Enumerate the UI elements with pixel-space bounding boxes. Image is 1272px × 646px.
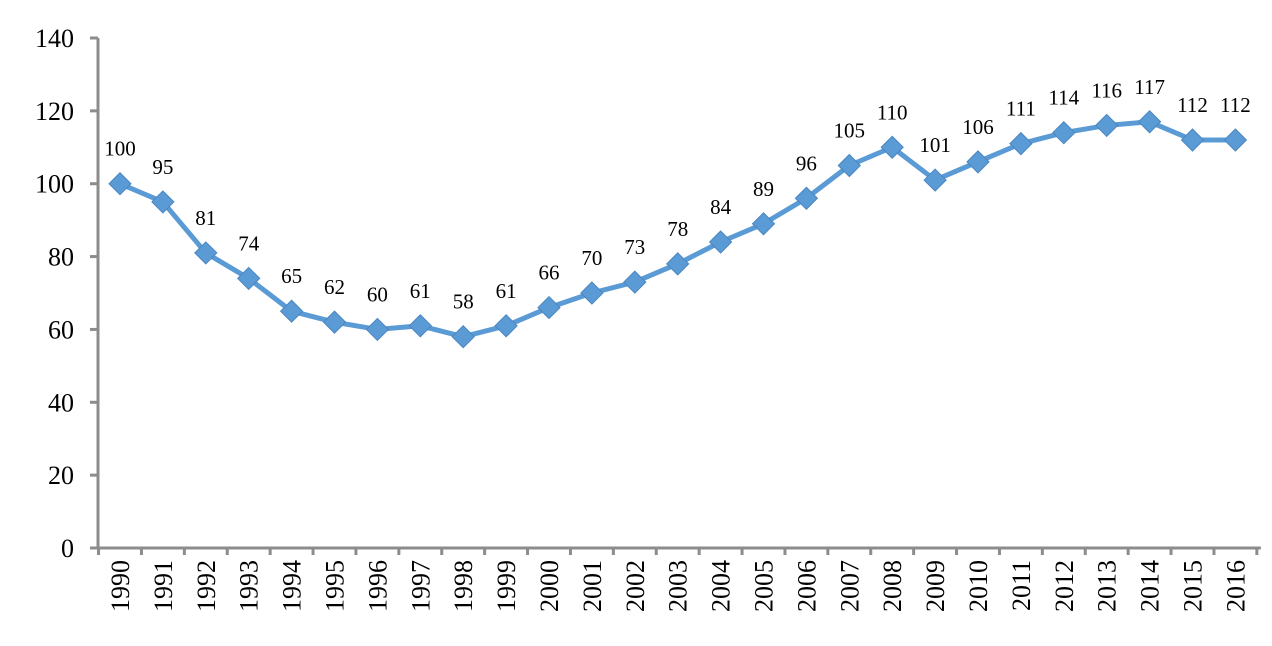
- data-label: 81: [195, 206, 216, 230]
- data-label: 101: [919, 133, 951, 157]
- data-label: 95: [152, 155, 173, 179]
- data-label: 89: [753, 177, 774, 201]
- x-tick-label: 1991: [149, 560, 178, 612]
- y-tick-label: 60: [48, 315, 74, 344]
- x-tick-label: 1992: [192, 560, 221, 612]
- x-tick-label: 2006: [792, 560, 821, 612]
- x-tick-label: 1994: [278, 560, 307, 612]
- x-tick-label: 1999: [492, 560, 521, 612]
- data-point-marker: [966, 150, 990, 174]
- data-label: 62: [324, 275, 345, 299]
- data-point-marker: [1180, 128, 1205, 152]
- data-point-marker: [108, 172, 132, 196]
- x-tick-label: 2010: [964, 560, 993, 612]
- data-label: 112: [1220, 93, 1251, 117]
- y-tick-label: 20: [48, 461, 74, 490]
- x-tick-label: 2009: [921, 560, 950, 612]
- x-tick-label: 2000: [535, 560, 564, 612]
- x-axis-ticks: 1990 1991 1992 1993 1994 1995 1996 1997 1998 1999…: [97, 548, 1259, 612]
- data-point-marker: [794, 186, 819, 210]
- data-point-marker: [451, 325, 475, 349]
- x-tick-label: 1996: [363, 560, 392, 612]
- x-tick-label: 1998: [449, 560, 478, 612]
- y-tick-label: 40: [48, 388, 74, 417]
- data-label: 112: [1177, 93, 1208, 117]
- data-label: 114: [1048, 86, 1079, 110]
- data-point-marker: [1009, 131, 1033, 156]
- x-tick-label: 1993: [235, 560, 264, 612]
- data-point-marker: [751, 212, 776, 236]
- data-point-marker: [408, 314, 433, 338]
- data-point-marker: [151, 190, 175, 214]
- data-point-marker: [623, 270, 647, 294]
- x-tick-label: 2001: [578, 560, 607, 612]
- data-label: 65: [281, 264, 302, 288]
- y-tick-label: 120: [35, 97, 74, 126]
- x-tick-label: 1997: [406, 560, 435, 612]
- data-point-marker: [880, 135, 904, 159]
- x-tick-label: 2015: [1179, 560, 1208, 612]
- x-tick-label: 2013: [1093, 560, 1122, 612]
- data-label: 106: [962, 115, 994, 139]
- x-tick-label: 2016: [1221, 560, 1250, 612]
- data-label: 116: [1091, 78, 1122, 102]
- x-tick-label: 1995: [321, 560, 350, 612]
- x-tick-label: 2005: [750, 560, 779, 612]
- data-label: 100: [104, 137, 136, 161]
- data-point-marker: [580, 281, 604, 305]
- x-tick-label: 2004: [707, 560, 736, 612]
- x-tick-label: 2008: [878, 560, 907, 612]
- data-point-marker: [494, 314, 518, 338]
- x-tick-label: 2011: [1007, 560, 1036, 611]
- data-point-marker: [1137, 110, 1162, 134]
- data-point-marker: [322, 310, 347, 334]
- x-tick-label: 2007: [835, 560, 864, 612]
- data-label: 74: [238, 231, 260, 255]
- data-point-marker: [665, 252, 690, 276]
- x-tick-label: 2014: [1136, 560, 1165, 612]
- data-label: 117: [1134, 75, 1165, 99]
- data-label: 84: [710, 195, 732, 219]
- data-label: 66: [539, 261, 560, 285]
- data-label: 70: [581, 246, 602, 270]
- data-point-marker: [537, 295, 561, 320]
- x-tick-label: 1990: [106, 560, 135, 612]
- data-label: 78: [667, 217, 688, 241]
- series: [108, 110, 1248, 349]
- y-tick-label: 0: [61, 534, 74, 563]
- y-tick-label: 100: [35, 170, 74, 199]
- data-label: 73: [624, 235, 645, 259]
- x-tick-label: 2012: [1050, 560, 1079, 612]
- data-label: 60: [367, 282, 388, 306]
- y-axis-ticks: 0 20 40 60 80 100 120 140: [35, 24, 98, 563]
- data-point-marker: [923, 168, 947, 192]
- data-point-marker: [1052, 121, 1076, 145]
- y-tick-label: 140: [35, 24, 74, 53]
- data-label: 58: [453, 290, 474, 314]
- data-point-marker: [194, 241, 218, 265]
- data-label: 105: [834, 119, 866, 143]
- data-point-marker: [1223, 128, 1248, 152]
- y-tick-label: 80: [48, 243, 74, 272]
- data-label: 96: [796, 151, 817, 175]
- data-labels: 100 95 81 74 65 62 60 61 58 61 66 70 73 78 84 89 96 105 11…: [104, 75, 1251, 314]
- data-point-marker: [708, 230, 733, 254]
- data-label: 111: [1006, 97, 1036, 121]
- x-tick-label: 2002: [621, 560, 650, 612]
- x-tick-label: 2003: [664, 560, 693, 612]
- data-point-marker: [279, 299, 304, 323]
- data-point-marker: [236, 266, 261, 291]
- data-label: 61: [410, 279, 431, 303]
- data-point-marker: [1094, 113, 1119, 138]
- axes: [96, 38, 1261, 550]
- data-label: 61: [496, 279, 517, 303]
- data-point-marker: [837, 153, 862, 178]
- data-label: 110: [877, 100, 908, 124]
- data-point-marker: [365, 317, 390, 342]
